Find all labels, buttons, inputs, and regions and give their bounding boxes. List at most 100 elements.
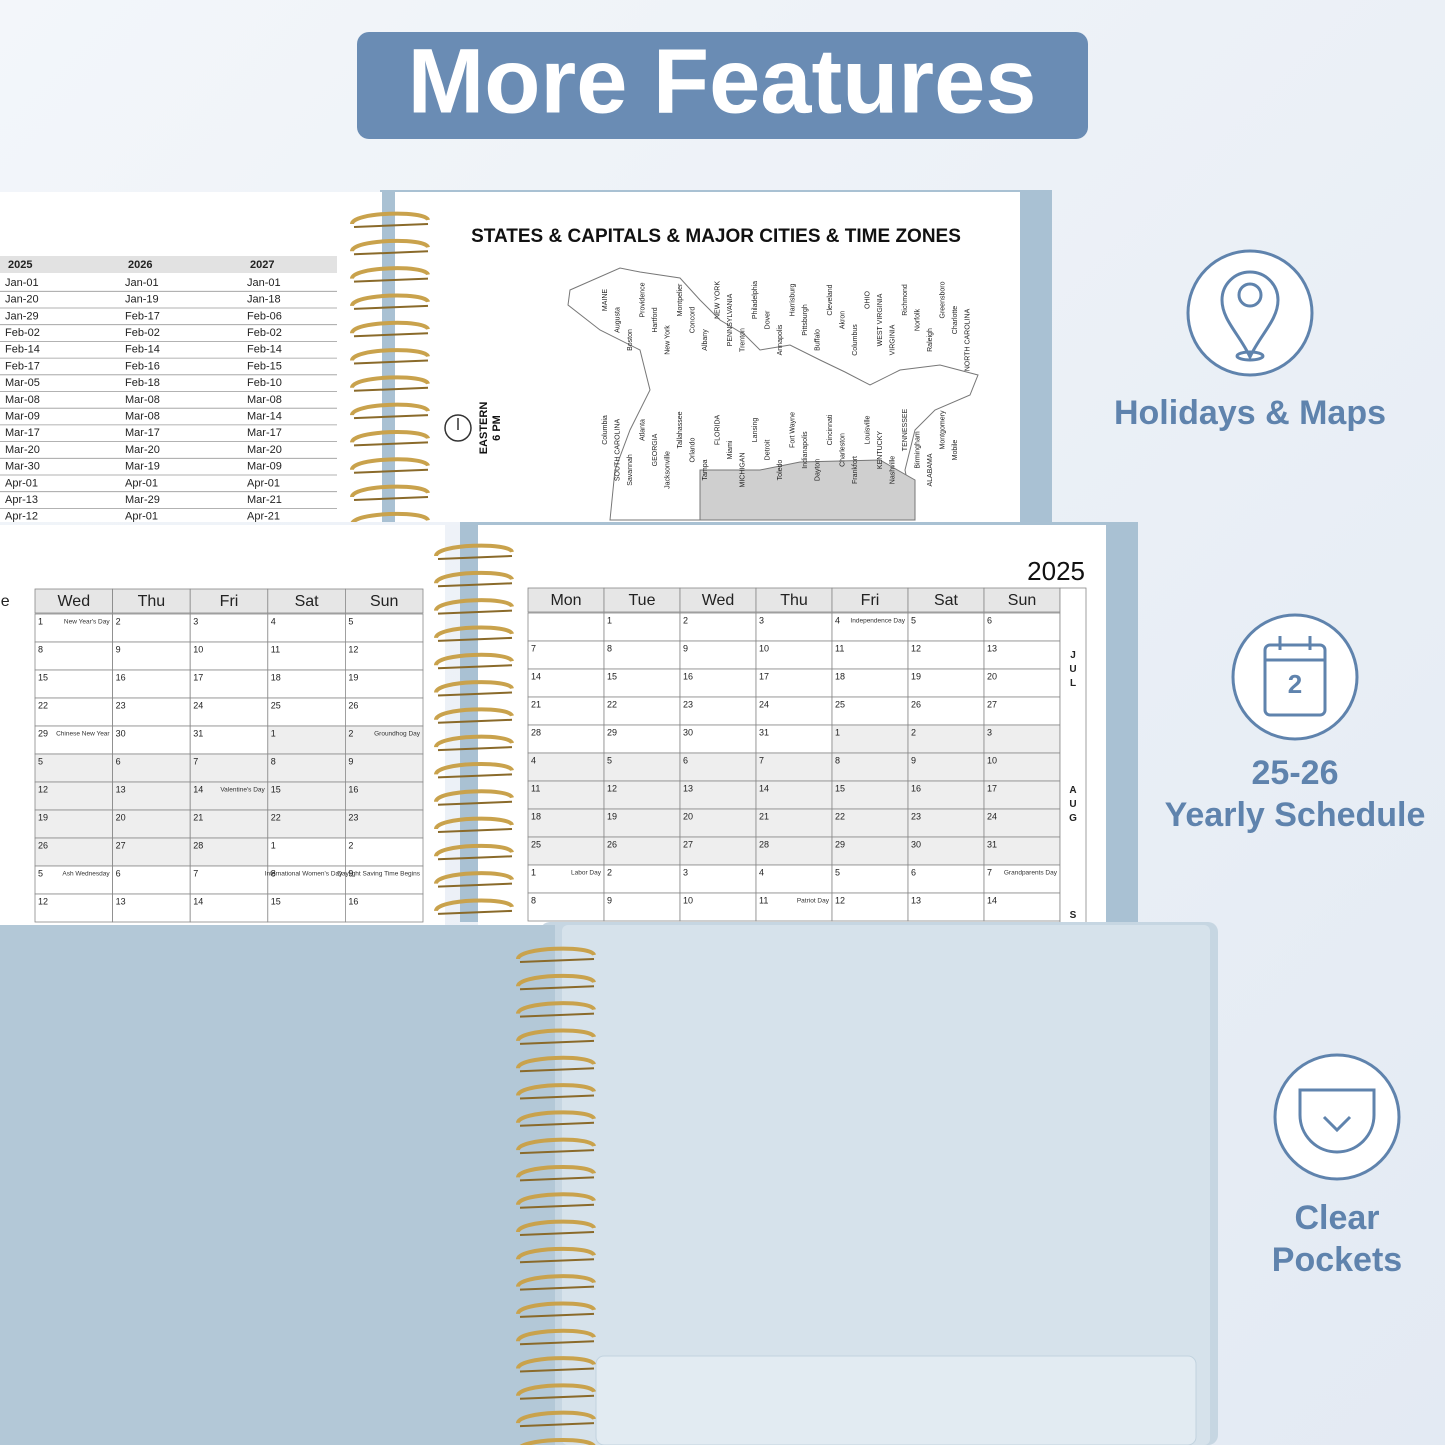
spiral-coil-back [519,1422,595,1428]
day-cell [603,668,681,698]
icon-circle [1186,249,1314,377]
spiral-coil-back [353,250,429,256]
holiday-date: Mar-20 [247,444,282,456]
spiral-coil [434,707,514,721]
day-number: 5 [38,756,43,766]
spiral-coil [350,430,430,444]
day-number: 8 [38,644,43,654]
holiday-date: Mar-05 [5,377,40,389]
day-cell [679,780,757,810]
day-number: 1 [531,867,536,877]
day-cell [34,753,113,783]
spiral-coil [516,1137,596,1152]
map-label: Greensboro [939,281,946,318]
holiday-date: Feb-17 [125,310,160,322]
day-number: 23 [348,812,358,822]
day-note: Ash Wednesday [62,871,110,878]
day-note: International Women's Day [265,871,343,878]
day-cell [527,640,605,670]
day-cell [189,837,269,867]
holiday-date: Feb-14 [247,344,282,356]
map-label: Albany [702,329,709,351]
map-label: NEW YORK [714,281,721,319]
day-number: 7 [987,867,992,877]
day-number: 24 [987,811,997,821]
map-label: Concord [689,307,696,334]
map-label: Atlanta [639,419,646,441]
day-cell [603,724,681,754]
day-number: 1 [835,727,840,737]
day-number: 3 [193,616,198,626]
spiral-coil-back [519,1340,595,1346]
day-number: 1 [271,728,276,738]
day-number: 23 [911,811,921,821]
spiral-coil [434,598,514,612]
weekday-cell [267,588,346,614]
day-cell [603,752,681,782]
day-cell [603,640,681,670]
day-cell [831,808,909,838]
holiday-date: Mar-14 [247,411,282,423]
weekday: Tue [629,592,656,609]
map-label: SOUTH CAROLINA [614,419,621,482]
day-cell [831,864,909,894]
map-label: New York [664,325,671,355]
day-number: 25 [271,700,281,710]
spiral-coil [516,1328,596,1343]
day-cell [112,809,191,839]
spiral-coil [516,1219,596,1234]
spiral-coil-back [519,1176,595,1182]
day-number: 16 [348,896,358,906]
day-number: 1 [38,616,43,626]
weekday: Sun [1008,592,1036,609]
day-note: Daylight Saving Time Begins [337,871,420,878]
day-cell [679,640,757,670]
feature-caption: 25-26 [1252,754,1339,792]
day-cell [603,780,681,810]
map-label: Columbus [852,324,859,356]
day-number: 1 [607,615,612,625]
day-number: 21 [193,812,203,822]
map-label: Raleigh [927,328,934,352]
left-cover [0,925,555,1445]
spiral-coil-back [437,582,513,588]
holiday-date: Mar-20 [125,444,160,456]
feature-caption: Yearly Schedule [1165,796,1426,834]
spiral-coil [434,570,514,585]
day-number: 22 [835,811,845,821]
map-label: Richmond [902,284,909,316]
day-number: 13 [987,643,997,653]
weekday-cell [189,588,269,614]
weekday-cell [34,588,113,614]
map-label: Cincinnati [827,414,834,445]
spiral-coil-back [437,882,513,888]
map-label: Annapolis [777,324,784,355]
map-label: Orlando [689,437,696,462]
day-number: 12 [835,895,845,905]
weekday-cell [679,587,757,613]
day-number: 19 [348,672,358,682]
day-number: 6 [116,756,121,766]
day-number: 13 [116,784,126,794]
map-label: Hartford [652,307,659,332]
day-note: Labor Day [571,870,602,877]
day-number: 19 [38,812,48,822]
holiday-date: Feb-02 [5,327,40,339]
day-number: 26 [348,700,358,710]
day-number: 4 [531,755,536,765]
map-label: Trenton [739,328,746,352]
day-cell [755,752,833,782]
holiday-date: Mar-08 [125,394,160,406]
holiday-date: Mar-09 [247,461,282,473]
day-number: 2 [116,616,121,626]
weekday: Fri [861,592,880,609]
holiday-date: Feb-15 [247,360,282,372]
day-number: 15 [271,896,281,906]
holiday-date: Apr-01 [125,511,158,523]
holiday-date: Mar-29 [125,494,160,506]
holiday-date: Feb-16 [125,360,160,372]
day-note: Chinese New Year [56,731,110,738]
pin-base [1235,350,1265,362]
